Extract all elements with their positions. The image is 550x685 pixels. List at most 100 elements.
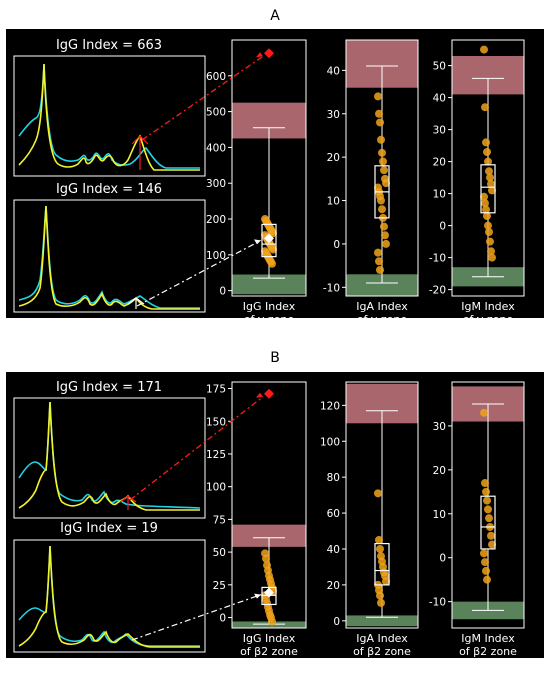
data-point	[480, 549, 488, 558]
x-axis-label-line: of γ zone	[244, 313, 295, 326]
iqr-box	[261, 223, 277, 258]
iqr-box	[261, 586, 277, 606]
y-tick-label: 0	[333, 616, 340, 628]
data-point	[269, 245, 277, 254]
data-point	[484, 221, 492, 230]
green-reference-band	[346, 615, 418, 627]
trace-frame	[13, 55, 206, 177]
panel-a-label: A	[270, 8, 280, 24]
y-tick-label: 30	[433, 421, 446, 433]
y-tick-label: 40	[327, 65, 340, 77]
y-tick-label: 30	[433, 125, 446, 137]
trace-frame	[13, 199, 206, 313]
outlier-arrowhead	[256, 52, 263, 58]
data-point	[481, 479, 489, 488]
white-peak-arm-right	[135, 297, 145, 305]
data-point	[482, 205, 490, 214]
panel-a-trace-title-top: IgG Index = 663	[56, 38, 162, 53]
data-point	[486, 237, 494, 246]
data-point	[375, 257, 383, 266]
y-tick-label: 10	[327, 196, 340, 208]
x-axis-label-line: of β2 zone	[459, 645, 517, 658]
y-tick-label: -10	[429, 597, 446, 609]
panel-b-trace-top	[13, 397, 206, 519]
data-point	[374, 489, 382, 498]
y-tick-label: 20	[327, 580, 340, 592]
data-point	[377, 135, 385, 144]
axes-frame	[451, 39, 525, 297]
data-point	[482, 487, 490, 496]
axes-frame	[231, 381, 307, 629]
outlier-arrowhead	[256, 392, 263, 398]
data-point	[485, 167, 493, 176]
y-tick-label: 0	[219, 613, 226, 625]
x-axis-label-line: of β2 zone	[240, 645, 298, 658]
panel-a-trace-title-bottom: IgG Index = 146	[56, 182, 162, 197]
x-axis-label-line: IgM Index	[461, 300, 515, 313]
data-point	[375, 536, 383, 545]
data-point	[482, 138, 490, 147]
data-point	[376, 265, 384, 274]
x-axis-label-line: IgG Index	[243, 300, 296, 313]
data-point	[483, 148, 491, 156]
data-point	[380, 222, 388, 231]
x-axis-label-line: of γ zone	[463, 313, 514, 326]
data-point	[382, 239, 390, 248]
y-tick-label: 0	[333, 239, 340, 251]
data-point	[382, 179, 390, 188]
panel-b-trace-title-top: IgG Index = 171	[56, 380, 162, 395]
highlight-arrowhead	[254, 239, 261, 245]
panel-b-trace-title-bottom: IgG Index = 19	[60, 521, 158, 536]
outlier-connector	[141, 55, 264, 141]
y-tick-label: 175	[206, 384, 226, 396]
y-tick-label: 10	[433, 509, 446, 521]
y-tick-label: 0	[439, 221, 446, 233]
highlight-connector	[136, 239, 262, 307]
y-tick-label: 400	[206, 142, 226, 154]
y-tick-label: 60	[327, 508, 340, 520]
data-point	[376, 118, 384, 127]
data-point	[485, 228, 493, 236]
data-point	[482, 566, 490, 575]
data-point	[480, 45, 488, 54]
data-point	[380, 166, 388, 175]
data-point	[487, 247, 495, 256]
outlier-marker	[264, 48, 274, 59]
data-point	[486, 173, 494, 182]
data-point	[484, 157, 492, 166]
y-tick-label: 100	[206, 250, 226, 262]
axes-frame	[345, 39, 419, 297]
green-reference-band	[346, 274, 418, 296]
mean-marker	[264, 587, 274, 598]
yellow-trace	[18, 63, 200, 171]
data-point	[374, 92, 382, 101]
highlight-connector	[131, 594, 262, 641]
y-tick-label: 600	[206, 71, 226, 83]
data-point	[376, 544, 384, 553]
data-point	[483, 575, 491, 584]
axes-frame	[451, 381, 525, 629]
data-point	[481, 103, 489, 112]
white-peak-arm-left	[127, 297, 137, 305]
y-tick-label: 300	[206, 178, 226, 190]
data-point	[481, 558, 489, 567]
y-tick-label: 100	[206, 482, 226, 494]
trace-frame	[13, 397, 206, 519]
data-point	[480, 192, 488, 201]
outlier-connector	[129, 396, 264, 501]
y-tick-label: -10	[429, 253, 446, 265]
y-tick-label: 100	[320, 436, 340, 448]
data-point	[268, 259, 276, 268]
red-peak-arm-left	[119, 495, 129, 503]
panel-a-trace-bottom	[13, 199, 206, 313]
yellow-trace	[18, 545, 200, 648]
green-reference-band	[232, 274, 306, 295]
x-axis-label-line: of γ zone	[357, 313, 408, 326]
outlier-marker	[264, 388, 274, 399]
x-axis-label-line: IgM Index	[461, 632, 515, 645]
y-tick-label: 0	[219, 286, 226, 298]
